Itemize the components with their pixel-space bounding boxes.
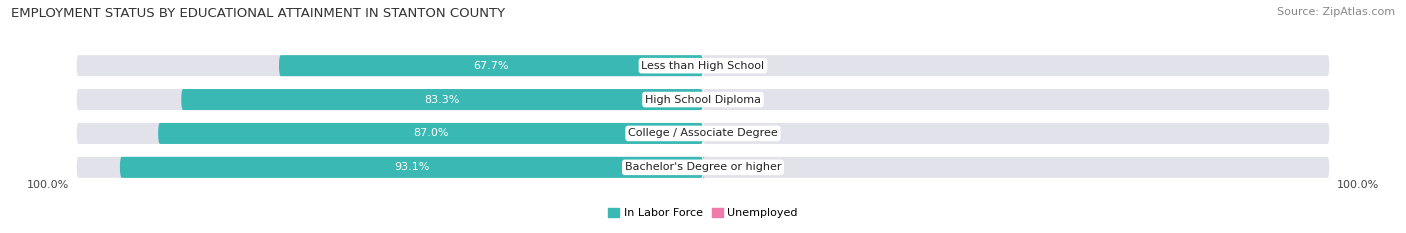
Text: Source: ZipAtlas.com: Source: ZipAtlas.com [1277, 7, 1395, 17]
Text: Less than High School: Less than High School [641, 61, 765, 71]
Text: EMPLOYMENT STATUS BY EDUCATIONAL ATTAINMENT IN STANTON COUNTY: EMPLOYMENT STATUS BY EDUCATIONAL ATTAINM… [11, 7, 505, 20]
Text: 87.0%: 87.0% [413, 128, 449, 138]
FancyBboxPatch shape [703, 123, 1329, 144]
Text: 67.7%: 67.7% [474, 61, 509, 71]
FancyBboxPatch shape [77, 89, 703, 110]
Text: 0.0%: 0.0% [718, 61, 747, 71]
Text: High School Diploma: High School Diploma [645, 95, 761, 105]
FancyBboxPatch shape [77, 157, 703, 178]
Text: 83.3%: 83.3% [425, 95, 460, 105]
Text: 93.1%: 93.1% [394, 162, 429, 172]
Text: 0.0%: 0.0% [718, 128, 747, 138]
FancyBboxPatch shape [703, 157, 1329, 178]
FancyBboxPatch shape [120, 157, 703, 178]
Text: Bachelor's Degree or higher: Bachelor's Degree or higher [624, 162, 782, 172]
Text: 0.0%: 0.0% [718, 95, 747, 105]
FancyBboxPatch shape [703, 89, 1329, 110]
FancyBboxPatch shape [181, 89, 703, 110]
Text: College / Associate Degree: College / Associate Degree [628, 128, 778, 138]
Legend: In Labor Force, Unemployed: In Labor Force, Unemployed [609, 208, 797, 218]
Text: 0.2%: 0.2% [720, 162, 748, 172]
Text: 100.0%: 100.0% [27, 180, 69, 190]
FancyBboxPatch shape [77, 123, 703, 144]
FancyBboxPatch shape [157, 123, 703, 144]
FancyBboxPatch shape [77, 55, 703, 76]
FancyBboxPatch shape [278, 55, 703, 76]
FancyBboxPatch shape [703, 157, 704, 178]
FancyBboxPatch shape [703, 55, 1329, 76]
Text: 100.0%: 100.0% [1337, 180, 1379, 190]
